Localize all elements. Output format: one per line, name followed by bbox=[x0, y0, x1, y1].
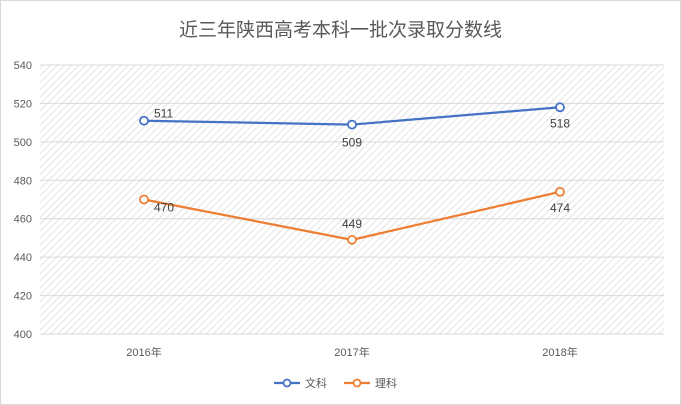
data-point bbox=[347, 119, 357, 130]
data-point bbox=[555, 102, 565, 113]
data-point bbox=[347, 234, 357, 245]
y-tick-label: 420 bbox=[14, 291, 32, 303]
y-tick-label: 540 bbox=[14, 60, 32, 72]
y-tick-label: 480 bbox=[14, 175, 32, 187]
y-tick-label: 440 bbox=[14, 252, 32, 264]
x-tick-label: 2017年 bbox=[334, 345, 369, 359]
legend-marker bbox=[282, 378, 292, 388]
data-label: 449 bbox=[342, 217, 362, 231]
legend-label: 文科 bbox=[305, 376, 327, 390]
data-label: 474 bbox=[550, 201, 570, 215]
data-label: 470 bbox=[154, 201, 174, 215]
y-tick-label: 460 bbox=[14, 214, 32, 226]
y-tick-label: 520 bbox=[14, 98, 32, 110]
y-tick-label: 400 bbox=[14, 329, 32, 341]
data-point bbox=[555, 186, 565, 197]
data-point bbox=[139, 115, 149, 126]
data-label: 511 bbox=[154, 107, 173, 121]
plot-area bbox=[40, 65, 664, 334]
data-label: 518 bbox=[550, 116, 570, 130]
x-tick-label: 2018年 bbox=[542, 345, 577, 359]
data-label: 509 bbox=[342, 136, 362, 150]
data-point bbox=[139, 194, 149, 205]
legend-label: 理科 bbox=[375, 376, 397, 390]
legend-marker bbox=[352, 378, 362, 388]
x-tick-label: 2016年 bbox=[126, 345, 161, 359]
y-tick-label: 500 bbox=[14, 137, 32, 149]
chart-title: 近三年陕西高考本科一批次录取分数线 bbox=[178, 19, 502, 41]
